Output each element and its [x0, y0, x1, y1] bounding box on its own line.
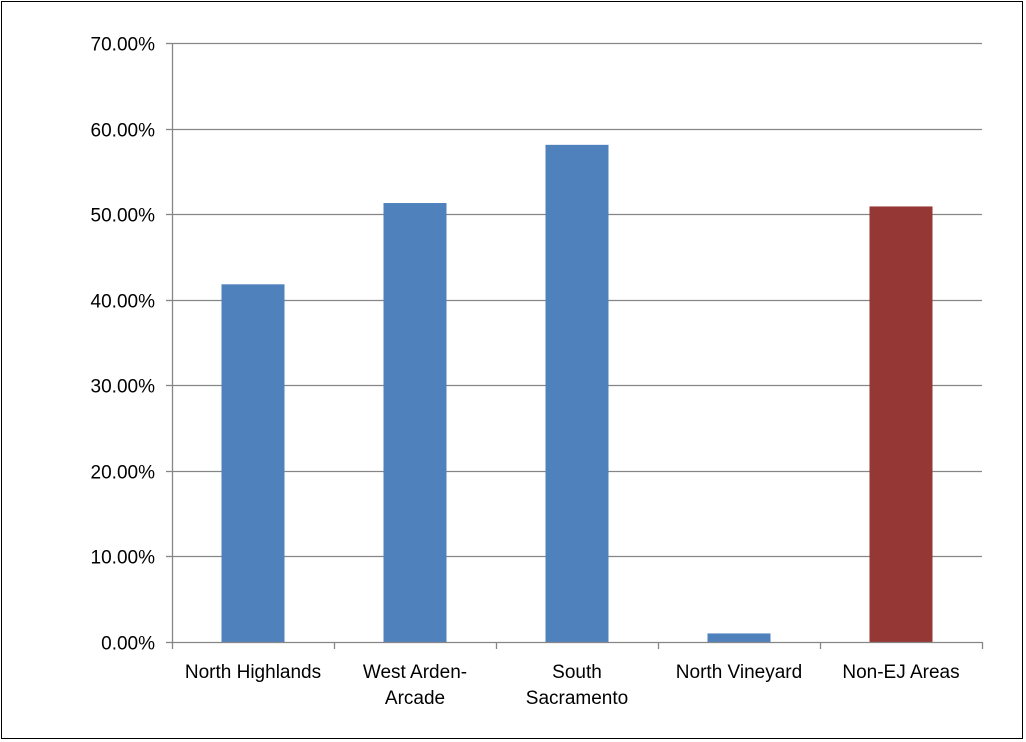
- y-tick-label: 70.00%: [91, 35, 156, 56]
- y-tick-label: 60.00%: [91, 121, 156, 142]
- bar: [221, 284, 285, 642]
- bar: [869, 206, 933, 643]
- y-tick-label: 20.00%: [91, 463, 156, 484]
- y-tick-label: 30.00%: [91, 377, 156, 398]
- y-tick-label: 50.00%: [91, 206, 156, 227]
- bar: [545, 144, 609, 642]
- x-category-label: South Sacramento: [526, 662, 628, 709]
- bars: [221, 144, 933, 643]
- bar: [383, 203, 447, 643]
- x-category-labels: North Highlands West Arden-Arcade South Sac…: [185, 662, 960, 709]
- y-tick-label: 10.00%: [91, 548, 156, 569]
- x-category-label: North Highlands: [185, 662, 321, 683]
- y-tick-labels: 0.00% 10.00% 20.00% 30.00% 40.00% 50.00% 60.00…: [91, 35, 156, 655]
- x-category-label: Non-EJ Areas: [842, 662, 959, 683]
- bar: [707, 633, 771, 642]
- y-tick-label: 40.00%: [91, 292, 156, 313]
- axes: [166, 42, 984, 649]
- x-category-label: West Arden-Arcade: [363, 662, 467, 709]
- y-tick-label: 0.00%: [101, 634, 155, 655]
- x-category-label: North Vineyard: [676, 662, 802, 683]
